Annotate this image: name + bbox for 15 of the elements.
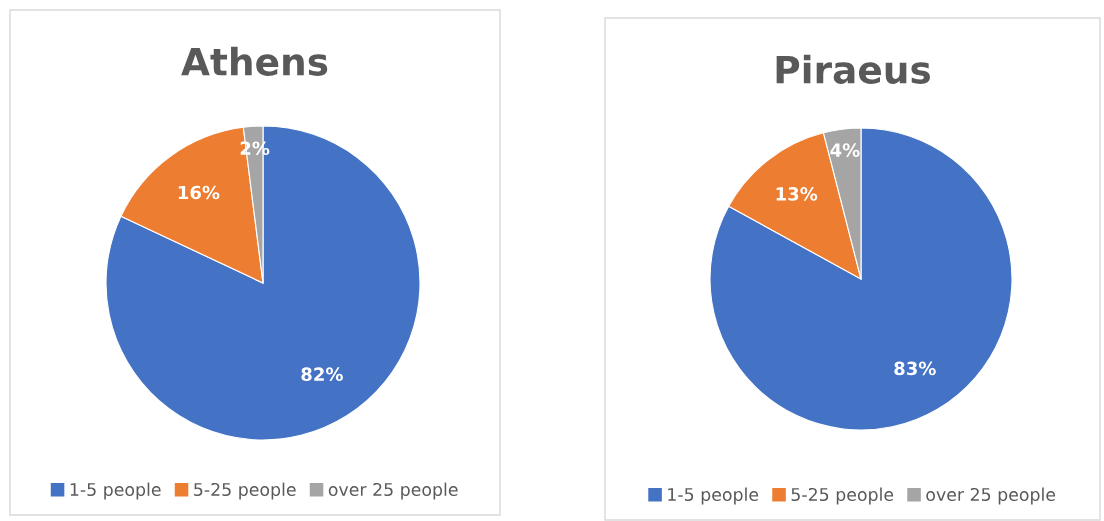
data-label: 16% — [178, 185, 220, 200]
chart-title: Piraeus — [776, 54, 931, 84]
data-label: 13% — [776, 187, 818, 201]
data-label: 82% — [301, 367, 343, 382]
data-label: 4% — [830, 143, 860, 157]
legend-label: 5-25 people — [194, 482, 296, 500]
legend-label: over 25 people — [328, 482, 458, 500]
chart-title: Athens — [181, 46, 328, 76]
pie-slice — [105, 125, 421, 441]
legend-label: 1-5 people — [668, 487, 759, 505]
legend-label: 1-5 people — [70, 482, 161, 500]
legend-label: over 25 people — [926, 487, 1056, 505]
data-label: 83% — [894, 361, 936, 376]
legend-label: 5-25 people — [791, 487, 894, 505]
pie-slice — [709, 127, 1013, 431]
